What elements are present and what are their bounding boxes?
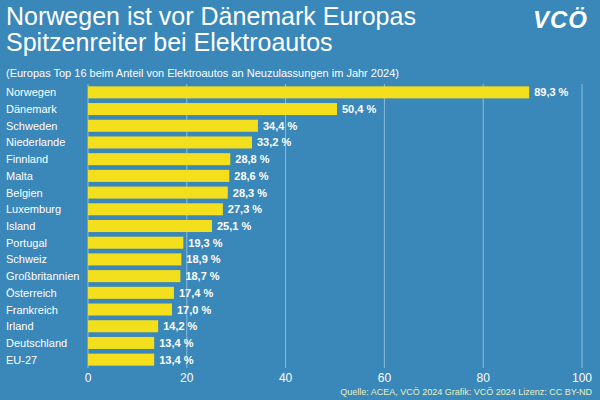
bar	[88, 103, 337, 115]
grid-line	[483, 84, 484, 368]
category-label: Frankreich	[6, 304, 58, 316]
category-label: Portugal	[6, 237, 47, 249]
grid-line	[582, 84, 583, 368]
category-label: Schweden	[6, 120, 57, 132]
tick-label: 0	[85, 371, 92, 385]
category-label: Norwegen	[6, 86, 56, 98]
category-label: Großbritannien	[6, 270, 79, 282]
category-label: EU-27	[6, 354, 37, 366]
data-label: 28,3 %	[233, 187, 267, 199]
bar	[88, 86, 529, 98]
data-label: 13,4 %	[159, 354, 193, 366]
data-label: 25,1 %	[217, 220, 251, 232]
data-label: 33,2 %	[257, 136, 291, 148]
grid-line	[384, 84, 385, 368]
bar	[88, 354, 154, 366]
tick-label: 20	[180, 371, 194, 385]
source: Quelle: ACEA, VCÖ 2024 Grafik: VCÖ 2024 …	[340, 387, 592, 397]
category-label: Deutschland	[6, 337, 67, 349]
bar	[88, 270, 180, 282]
category-label: Malta	[6, 170, 34, 182]
logo: VCÖ	[533, 6, 588, 34]
bar	[88, 136, 252, 148]
bar	[88, 304, 172, 316]
data-label: 13,4 %	[159, 337, 193, 349]
data-label: 27,3 %	[228, 203, 262, 215]
bar	[88, 237, 183, 249]
data-label: 50,4 %	[342, 103, 376, 115]
category-label: Dänemark	[6, 103, 57, 115]
bar	[88, 337, 154, 349]
bar	[88, 170, 229, 182]
data-label: 28,6 %	[234, 170, 268, 182]
category-label: Schweiz	[6, 253, 47, 265]
data-label: 14,2 %	[163, 320, 197, 332]
category-label: Österreich	[6, 287, 57, 299]
data-label: 28,8 %	[235, 153, 269, 165]
chart-svg: (Europas Top 16 beim Anteil von Elektroa…	[0, 0, 600, 400]
category-label: Island	[6, 220, 35, 232]
category-label: Finnland	[6, 153, 48, 165]
category-label: Irland	[6, 320, 34, 332]
category-label: Belgien	[6, 187, 43, 199]
data-label: 18,9 %	[186, 253, 220, 265]
tick-label: 80	[477, 371, 491, 385]
data-label: 34,4 %	[263, 120, 297, 132]
data-label: 17,4 %	[179, 287, 213, 299]
subtitle: (Europas Top 16 beim Anteil von Elektroa…	[6, 67, 399, 79]
tick-label: 60	[378, 371, 392, 385]
bar	[88, 203, 223, 215]
category-label: Niederlande	[6, 136, 65, 148]
bar	[88, 120, 258, 132]
bar	[88, 187, 228, 199]
bar	[88, 220, 212, 232]
data-label: 89,3 %	[534, 86, 568, 98]
labels: Norwegen 89,3 % Dänemark 50,4 % Schweden 34,4…	[6, 86, 569, 365]
grid	[88, 84, 582, 368]
data-label: 17,0 %	[177, 304, 211, 316]
data-label: 19,3 %	[188, 237, 222, 249]
chart-container: (Europas Top 16 beim Anteil von Elektroa…	[0, 0, 600, 400]
bar	[88, 287, 174, 299]
category-label: Luxemburg	[6, 203, 61, 215]
bar	[88, 320, 158, 332]
tick-label: 100	[572, 371, 592, 385]
bar	[88, 153, 230, 165]
bar	[88, 253, 181, 265]
title: Norwegen ist vor Dänemark Europas Spitze…	[6, 3, 506, 55]
bars	[88, 86, 529, 365]
tick-label: 40	[279, 371, 293, 385]
data-label: 18,7 %	[185, 270, 219, 282]
